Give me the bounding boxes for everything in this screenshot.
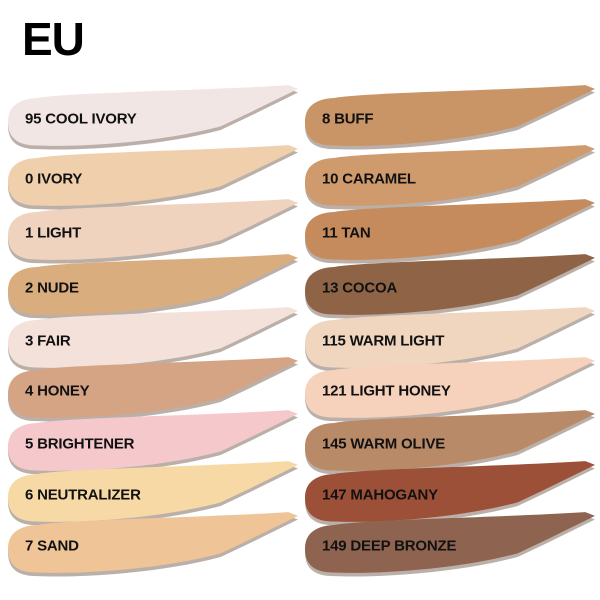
swatch-stroke [305,145,595,210]
swatch-stroke [305,512,595,577]
swatch-fill [305,461,595,522]
swatch-fill [305,145,595,206]
shade-label: 2 NUDE [25,279,79,297]
shade-label: 121 LIGHT HONEY [322,382,451,400]
shade-swatch: 6 NEUTRALIZER [8,461,298,527]
swatch-stroke [305,307,595,372]
shade-label: 11 TAN [322,224,371,242]
swatch-stroke [305,254,595,319]
swatch-stroke [8,254,298,319]
shade-label: 13 COCOA [322,279,398,297]
shade-label: 145 WARM OLIVE [322,435,446,453]
swatch-stroke [8,357,298,422]
shade-swatch: 8 BUFF [305,85,595,151]
swatch-fill [8,199,298,260]
shade-label: 3 FAIR [25,332,71,350]
swatch-fill [8,512,298,573]
shade-label: 5 BRIGHTENER [25,435,135,453]
shade-swatch: 145 WARM OLIVE [305,410,595,476]
shade-label: 10 CARAMEL [322,170,416,188]
swatch-stroke [8,512,298,577]
shade-label: 0 IVORY [25,170,83,188]
swatch-stroke [8,145,298,210]
shade-swatch: 115 WARM LIGHT [305,307,595,373]
shade-swatch: 11 TAN [305,199,595,265]
shade-swatch: 3 FAIR [8,307,298,373]
shade-swatch: 5 BRIGHTENER [8,410,298,476]
swatch-stroke [305,357,595,422]
shade-label: 147 MAHOGANY [322,486,438,504]
shade-label: 1 LIGHT [25,224,82,242]
swatch-fill [305,199,595,260]
shade-label: 149 DEEP BRONZE [322,537,457,555]
region-title: EU [22,13,85,65]
swatch-fill [8,307,298,368]
swatch-fill [8,357,298,418]
swatch-stroke [8,410,298,475]
swatch-stroke [8,307,298,372]
shade-label: 7 SAND [25,537,79,555]
swatch-fill [305,254,595,315]
shade-swatch: 4 HONEY [8,357,298,423]
shade-label: 115 WARM LIGHT [322,332,445,350]
swatch-fill [8,145,298,206]
shade-swatch: 10 CARAMEL [305,145,595,211]
swatch-fill [305,357,595,418]
swatch-stroke [305,410,595,475]
swatch-stroke [8,199,298,264]
swatch-fill [8,254,298,315]
swatch-fill [305,85,595,146]
shade-swatch: 147 MAHOGANY [305,461,595,527]
shade-swatch: 7 SAND [8,512,298,578]
swatch-fill [8,85,298,146]
shade-label: 95 COOL IVORY [25,110,137,128]
swatch-fill [305,512,595,573]
shade-swatch: 2 NUDE [8,254,298,320]
shade-swatch: 0 IVORY [8,145,298,211]
swatch-stroke [8,461,298,526]
swatch-fill [305,410,595,471]
shade-swatch: 13 COCOA [305,254,595,320]
swatch-stroke [305,461,595,526]
shade-swatch: 1 LIGHT [8,199,298,265]
shade-swatch: 95 COOL IVORY [8,85,298,151]
swatch-fill [305,307,595,368]
swatch-stroke [305,85,595,150]
shade-swatch: 121 LIGHT HONEY [305,357,595,423]
swatch-stroke [305,199,595,264]
swatch-fill [8,461,298,522]
shade-label: 4 HONEY [25,382,90,400]
swatch-stroke [8,85,298,150]
shade-swatch: 149 DEEP BRONZE [305,512,595,578]
swatch-fill [8,410,298,471]
shade-label: 8 BUFF [322,110,374,128]
shade-label: 6 NEUTRALIZER [25,486,141,504]
